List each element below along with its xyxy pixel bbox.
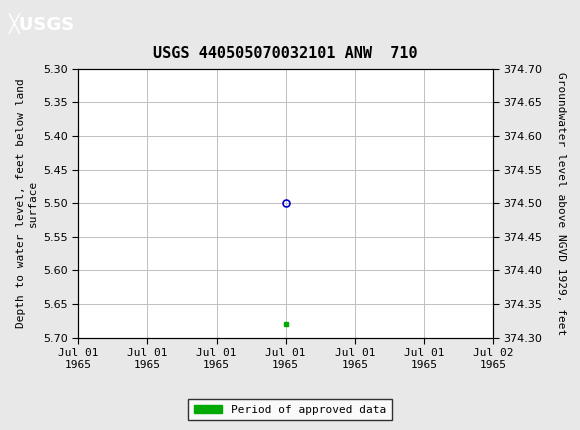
Y-axis label: Groundwater level above NGVD 1929, feet: Groundwater level above NGVD 1929, feet [556,71,566,335]
Legend: Period of approved data: Period of approved data [188,399,392,420]
Y-axis label: Depth to water level, feet below land
surface: Depth to water level, feet below land su… [16,78,38,328]
Title: USGS 440505070032101 ANW  710: USGS 440505070032101 ANW 710 [153,46,418,61]
Text: ╳USGS: ╳USGS [9,13,75,34]
